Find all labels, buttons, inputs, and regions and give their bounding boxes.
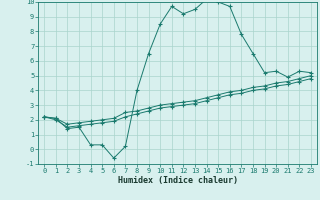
X-axis label: Humidex (Indice chaleur): Humidex (Indice chaleur) — [118, 176, 238, 185]
